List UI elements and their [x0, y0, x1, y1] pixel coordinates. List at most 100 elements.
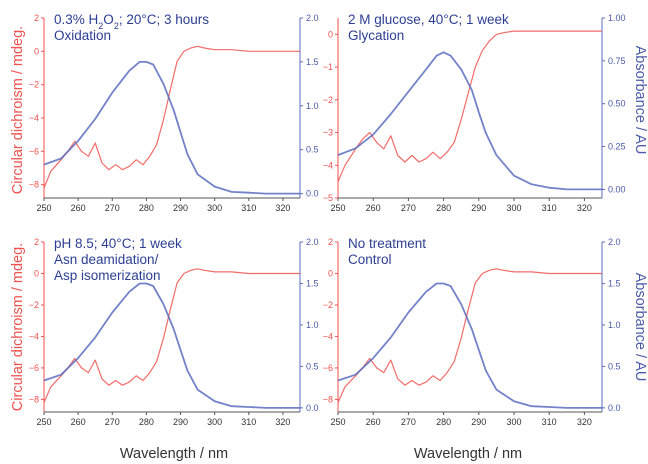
panel-annotation: 0.3% H2O2; 20°C; 3 hours	[54, 12, 209, 31]
x-tick-label: 290	[173, 203, 188, 213]
x-tick-label: 310	[542, 203, 557, 213]
y-left-tick-label: 0	[34, 268, 39, 278]
cd-line	[337, 30, 602, 182]
y-right-tick-label: 0.5	[608, 361, 621, 371]
panel-2: 250 260 270 280 290 300 310 320 0 −1 −2 −3 −4 −5 1.00 0…	[323, 12, 626, 213]
y-right-tick-label: 0.00	[608, 184, 626, 194]
y-right-tick-label: 2.0	[306, 13, 319, 23]
x-tick-label: 300	[207, 417, 222, 427]
x-tick-label: 250	[330, 203, 345, 213]
x-tick-label: 320	[275, 203, 290, 213]
y-left-tick-label: −4	[323, 331, 333, 341]
x-tick-label: 300	[506, 417, 521, 427]
x-tick-label: 290	[471, 417, 486, 427]
y-right-tick-label: 1.0	[608, 320, 621, 330]
y-right-tick-label: 0.50	[608, 99, 626, 109]
y-right-tick-label: 2.0	[608, 237, 621, 247]
right-axis-title-top: Absorbance / AU	[632, 46, 648, 155]
y-right-tick-label: 1.5	[306, 57, 319, 67]
x-tick-label: 310	[241, 417, 256, 427]
panel-3: 250 260 270 280 290 300 310 320 2 0 −2 −4 −6 −8 2.0 1.5…	[29, 236, 319, 427]
cd-line	[43, 45, 300, 189]
right-axis-title-bottom: Absorbance / AU	[632, 273, 648, 382]
x-tick-label: 310	[241, 203, 256, 213]
y-right-tick-label: 0.0	[608, 403, 621, 413]
y-left-tick-label: −6	[29, 146, 39, 156]
x-tick-label: 280	[139, 203, 154, 213]
y-left-tick-label: 0	[328, 268, 333, 278]
x-tick-label: 250	[330, 417, 345, 427]
y-left-tick-label: 2	[34, 13, 39, 23]
panel-annotation: No treatment	[348, 236, 426, 251]
x-tick-label: 250	[36, 417, 51, 427]
y-right-tick-label: 1.5	[306, 278, 319, 288]
x-tick-label: 260	[71, 417, 86, 427]
cd-line	[337, 268, 602, 403]
y-right-tick-label: 0.0	[306, 403, 319, 413]
y-left-tick-label: −8	[29, 180, 39, 190]
absorbance-line	[337, 282, 602, 409]
y-left-tick-label: −4	[29, 331, 39, 341]
absorbance-line	[43, 61, 300, 195]
y-right-tick-label: 1.5	[608, 278, 621, 288]
panel-annotation: pH 8.5; 40°C; 1 week	[54, 236, 182, 251]
y-left-tick-label: −3	[323, 128, 333, 138]
y-left-tick-label: −8	[29, 394, 39, 404]
panel-annotation: Control	[348, 252, 392, 267]
x-tick-label: 280	[436, 417, 451, 427]
x-axis-title-right: Wavelength / nm	[414, 446, 522, 462]
y-right-tick-label: 0.25	[608, 142, 626, 152]
y-left-tick-label: −2	[29, 300, 39, 310]
y-right-tick-label: 0.75	[608, 56, 626, 66]
y-left-tick-label: −1	[323, 62, 333, 72]
y-right-tick-label: 0.5	[306, 145, 319, 155]
y-left-tick-label: 2	[328, 237, 333, 247]
y-right-tick-label: 0.5	[306, 361, 319, 371]
cd-line	[43, 268, 300, 403]
x-tick-label: 260	[366, 203, 381, 213]
left-axis-title-bottom: Circular dichroism / mdeg.	[10, 243, 26, 411]
x-tick-label: 280	[436, 203, 451, 213]
x-tick-label: 260	[366, 417, 381, 427]
y-left-tick-label: 2	[34, 237, 39, 247]
panel-1: 250 260 270 280 290 300 310 320 2 0 −2 −4 −6 −8 2.0 1.5…	[29, 12, 319, 213]
y-right-tick-label: 1.0	[306, 101, 319, 111]
y-left-tick-label: −4	[29, 113, 39, 123]
panel-4: 250 260 270 280 290 300 310 320 2 0 −2 −4 −6 −8 2.0 1.5…	[323, 236, 621, 427]
x-axis-title-left: Wavelength / nm	[120, 446, 228, 462]
absorbance-line	[337, 51, 602, 191]
x-tick-label: 270	[401, 417, 416, 427]
left-axis-title-top: Circular dichroism / mdeg.	[10, 26, 26, 194]
panel-annotation: Glycation	[348, 28, 404, 43]
x-tick-label: 270	[105, 417, 120, 427]
x-tick-label: 300	[207, 203, 222, 213]
y-left-tick-label: 0	[328, 29, 333, 39]
panel-annotation: Oxidation	[54, 28, 111, 43]
x-tick-label: 290	[471, 203, 486, 213]
panel-annotation: Asp isomerization	[54, 268, 161, 283]
x-tick-label: 270	[105, 203, 120, 213]
x-tick-label: 300	[506, 203, 521, 213]
y-right-tick-label: 1.0	[306, 320, 319, 330]
x-tick-label: 320	[577, 203, 592, 213]
y-left-tick-label: −8	[323, 394, 333, 404]
y-right-tick-label: 2.0	[306, 237, 319, 247]
panel-annotation: Asn deamidation/	[54, 252, 159, 267]
x-tick-label: 320	[275, 417, 290, 427]
x-tick-label: 280	[139, 417, 154, 427]
y-left-tick-label: −2	[323, 95, 333, 105]
y-left-tick-label: 0	[34, 46, 39, 56]
x-tick-label: 320	[577, 417, 592, 427]
y-right-tick-label: 1.00	[608, 13, 626, 23]
y-left-tick-label: −4	[323, 160, 333, 170]
y-left-tick-label: −2	[323, 300, 333, 310]
y-left-tick-label: −2	[29, 80, 39, 90]
x-tick-label: 260	[71, 203, 86, 213]
x-tick-label: 270	[401, 203, 416, 213]
x-tick-label: 290	[173, 417, 188, 427]
y-right-tick-label: 0.0	[306, 189, 319, 199]
y-left-tick-label: −6	[29, 363, 39, 373]
x-tick-label: 250	[36, 203, 51, 213]
panel-annotation: 2 M glucose, 40°C; 1 week	[348, 12, 509, 27]
